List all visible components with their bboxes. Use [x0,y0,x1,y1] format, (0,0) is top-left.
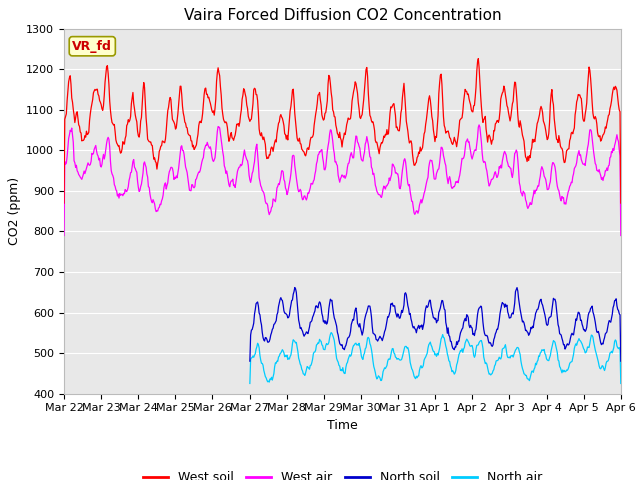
X-axis label: Time: Time [327,419,358,432]
Legend: West soil, West air, North soil, North air: West soil, West air, North soil, North a… [138,467,547,480]
Title: Vaira Forced Diffusion CO2 Concentration: Vaira Forced Diffusion CO2 Concentration [184,9,501,24]
Text: VR_fd: VR_fd [72,40,112,53]
Y-axis label: CO2 (ppm): CO2 (ppm) [8,177,20,245]
